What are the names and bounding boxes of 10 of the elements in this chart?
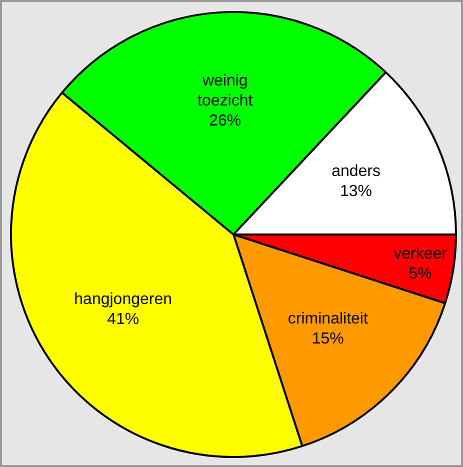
data-label: 15% (312, 330, 344, 348)
slice-label: weinig toezicht (198, 72, 254, 110)
data-label: 13% (340, 182, 372, 200)
data-label: 26% (209, 112, 242, 130)
slice-label: hangjongeren (74, 290, 172, 308)
data-label: 5% (408, 265, 432, 282)
slice-label: criminaliteit (288, 310, 368, 328)
slice-label: verkeer (394, 245, 448, 262)
data-label: 41% (107, 310, 140, 328)
slice-label: anders (332, 162, 380, 180)
